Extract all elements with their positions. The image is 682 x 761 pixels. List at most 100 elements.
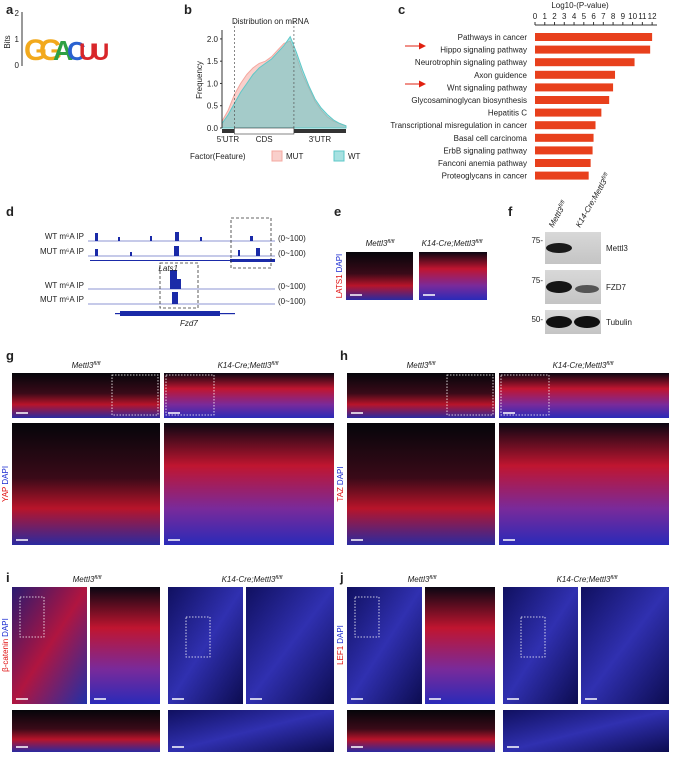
track-range: (0~100) xyxy=(278,297,306,306)
category-label: Neurotrophin signaling pathway xyxy=(415,58,527,67)
gene-label: Fzd7 xyxy=(180,319,198,328)
panel-label: j xyxy=(339,570,344,585)
genotype-label: K14-Cre;Mettl3fl/fl xyxy=(574,171,613,229)
category-label: Hepatitis C xyxy=(488,109,527,118)
y-label: Bits xyxy=(3,35,12,48)
genotype-name: Mettl3 xyxy=(73,575,95,584)
genotype-label: Mettl3fl/fl xyxy=(72,361,102,370)
micrograph xyxy=(90,587,160,704)
arrow xyxy=(405,42,426,50)
inset-box xyxy=(520,616,546,658)
mw-marker: 75- xyxy=(531,276,543,285)
stain-label: LEF1DAPI xyxy=(336,625,345,665)
x-tick-label: 5 xyxy=(582,12,587,21)
micrograph xyxy=(347,373,495,418)
legend-label: MUT xyxy=(286,152,303,161)
x-tick-label: 4 xyxy=(572,12,577,21)
gene-label: Lats1 xyxy=(158,264,178,273)
stain-label: TAZ DAPI xyxy=(336,466,345,501)
motif-letter: G xyxy=(24,34,47,67)
micrograph xyxy=(12,423,160,545)
x-tick-label: 3 xyxy=(562,12,567,21)
micrograph xyxy=(425,587,495,704)
genotype-superscript: fl/fl xyxy=(94,575,102,581)
track-range: (0~100) xyxy=(278,282,306,291)
bar xyxy=(535,96,610,104)
stain-blue: DAPI xyxy=(1,466,10,485)
inset-box xyxy=(185,616,211,658)
genotype-label: Mettl3fl/fl xyxy=(547,199,570,229)
x-tick-label: 12 xyxy=(648,12,657,21)
micrograph xyxy=(12,587,87,704)
y-tick-label: 0.0 xyxy=(207,124,219,133)
micrograph xyxy=(499,423,669,545)
genotype-name: Mettl3 xyxy=(366,239,388,248)
genotype-superscript: fl/fl xyxy=(610,575,618,581)
genotype-label: K14-Cre;Mettl3fl/fl xyxy=(557,575,619,584)
bar xyxy=(535,146,593,155)
genotype-label: K14-Cre;Mettl3fl/fl xyxy=(222,575,284,584)
region-label: 3'UTR xyxy=(309,135,332,144)
category-label: Axon guidence xyxy=(474,71,527,80)
protein-label: Tubulin xyxy=(606,318,632,327)
genotype-label: K14-Cre;Mettl3fl/fl xyxy=(422,239,484,248)
category-label: ErbB signaling pathway xyxy=(443,146,527,155)
protein-label: Mettl3 xyxy=(606,244,628,253)
panel-label: c xyxy=(398,2,405,17)
legend-label: WT xyxy=(348,152,361,161)
region-label: CDS xyxy=(256,135,273,144)
x-tick-label: 0 xyxy=(533,12,538,21)
x-tick-label: 7 xyxy=(601,12,606,21)
micrograph xyxy=(499,373,669,418)
track-range: (0~100) xyxy=(278,249,306,258)
genotype-superscript: fl/fl xyxy=(428,361,436,367)
x-tick-label: 9 xyxy=(621,12,626,21)
y-tick-label: 0.5 xyxy=(207,102,219,111)
genotype-label: K14-Cre;Mettl3fl/fl xyxy=(553,361,615,370)
genotype-name: Mettl3 xyxy=(407,361,429,370)
micrograph xyxy=(347,423,495,545)
y-tick-label: 2.0 xyxy=(207,35,219,44)
panel-label: h xyxy=(340,348,348,363)
stain-red: LATS1 xyxy=(335,274,344,298)
genotype-name: K14-Cre;Mettl3 xyxy=(422,239,476,248)
track-label: MUT m⁶A IP xyxy=(40,295,84,304)
stain-label: YAP DAPI xyxy=(1,466,10,502)
stain-label: β-catenin DAPI xyxy=(1,618,10,672)
arrows xyxy=(405,42,426,88)
bar xyxy=(535,83,614,92)
genotype-name: K14-Cre;Mettl3 xyxy=(222,575,276,584)
panel-label: i xyxy=(6,570,10,585)
genotype-label: Mettl3fl/fl xyxy=(408,575,438,584)
category-label: Fanconi anemia pathway xyxy=(438,159,527,168)
genotype-name: Mettl3 xyxy=(408,575,430,584)
stain-red: YAP xyxy=(1,487,10,502)
x-tick-label: 2 xyxy=(552,12,557,21)
mw-marker: 50- xyxy=(531,315,543,324)
genotype-name: K14-Cre;Mettl3 xyxy=(553,361,607,370)
stain-blue: DAPI xyxy=(336,466,345,485)
micrograph xyxy=(347,710,495,752)
x-tick-label: 11 xyxy=(638,12,647,21)
motif-letter: G xyxy=(39,34,62,67)
y-tick-label: 1 xyxy=(15,35,20,44)
genotype-superscript: fl/fl xyxy=(601,171,610,181)
y-tick-label: 1.0 xyxy=(207,79,219,88)
panel-label: g xyxy=(6,348,14,363)
area xyxy=(221,35,347,129)
inset-box xyxy=(500,374,550,416)
genotype-superscript: fl/fl xyxy=(275,575,283,581)
genotype-name: K14-Cre;Mettl3 xyxy=(557,575,611,584)
genotype-name: Mettl3 xyxy=(72,361,94,370)
inset-box xyxy=(446,374,494,416)
panel-label: f xyxy=(508,204,513,219)
motif-letter: U xyxy=(92,39,109,66)
micrograph xyxy=(164,423,334,545)
category-label: Wnt signaling pathway xyxy=(447,83,527,92)
genotype-superscript: fl/fl xyxy=(93,361,101,367)
category-label: Hippo signaling pathway xyxy=(440,46,527,55)
x-tick-label: 6 xyxy=(591,12,596,21)
category-label: Basal cell carcinoma xyxy=(454,134,528,143)
mw-marker: 75- xyxy=(531,236,543,245)
